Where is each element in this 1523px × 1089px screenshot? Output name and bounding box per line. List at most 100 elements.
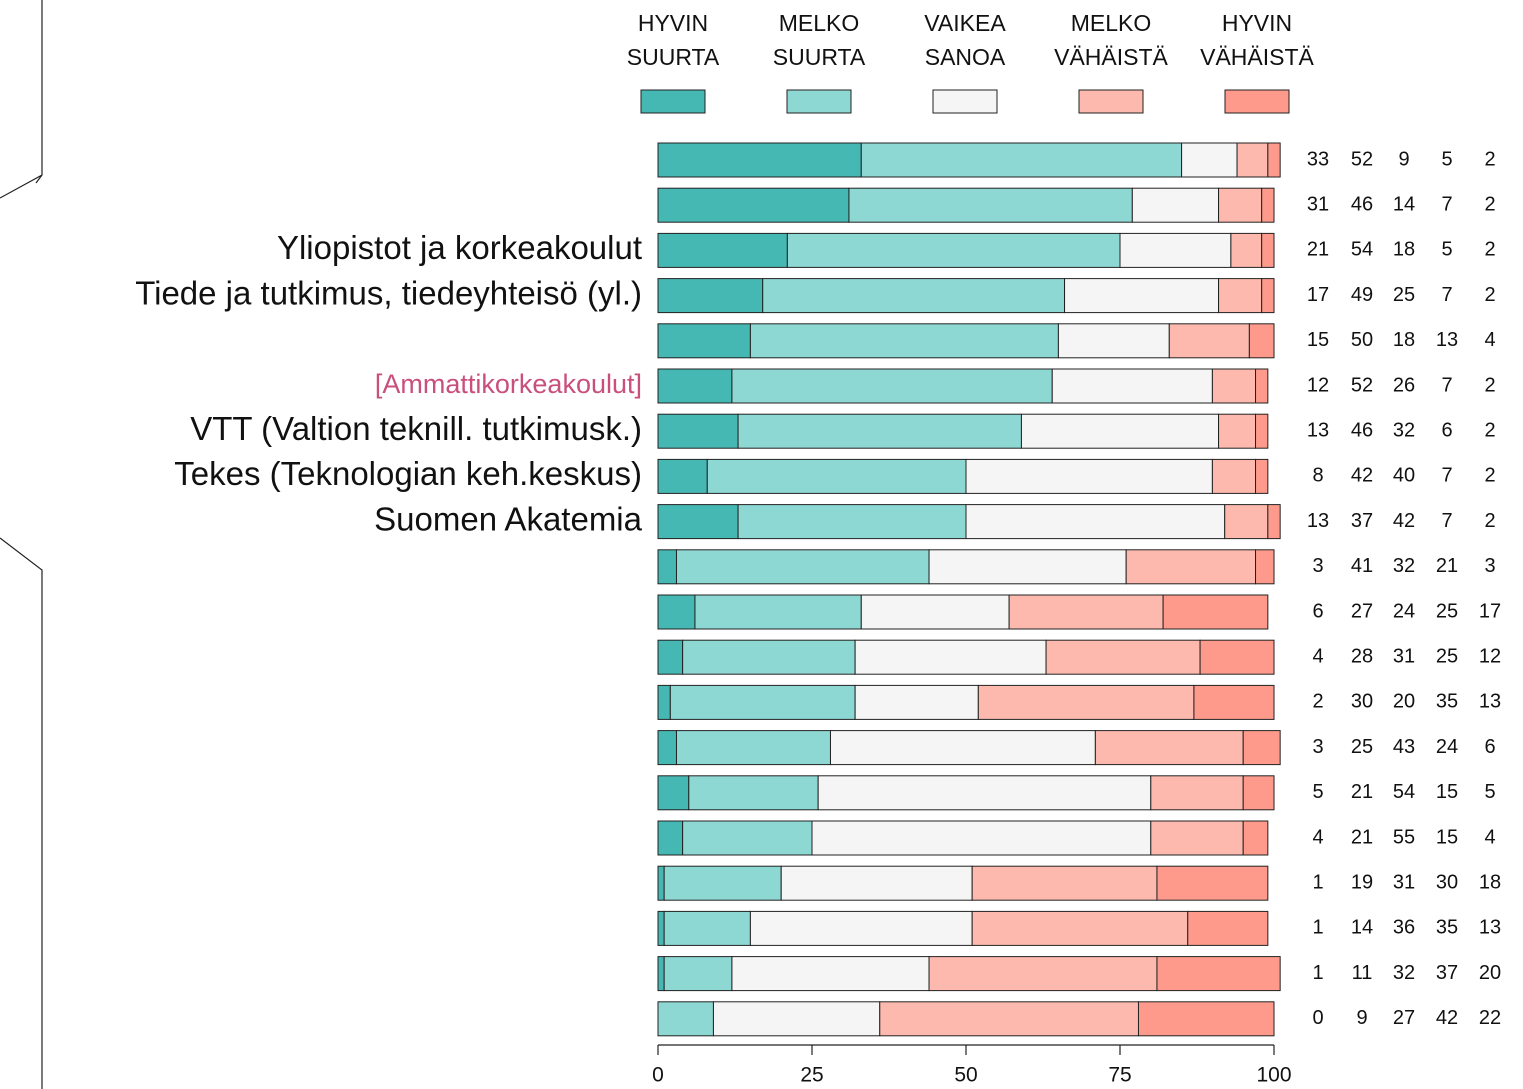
data-label: 30: [1436, 871, 1458, 893]
data-label: 2: [1484, 465, 1495, 487]
data-label: 7: [1441, 284, 1452, 306]
bar-segment: [928, 956, 1158, 992]
bar-segment: [1199, 639, 1275, 675]
data-label: 15: [1307, 329, 1329, 351]
bar-segment: [854, 639, 1047, 675]
data-label: 20: [1479, 962, 1501, 984]
data-label: 9: [1398, 148, 1409, 170]
bar-segment: [682, 639, 856, 675]
bar-segment: [1248, 323, 1275, 359]
bar-segment: [1181, 142, 1238, 178]
category-label: Tiede ja tutkimus, tiedeyhteisö (yl.): [135, 274, 642, 311]
bar-segment: [657, 413, 739, 449]
legend-swatch: [786, 89, 852, 114]
bar-segment: [1020, 413, 1220, 449]
data-label: 24: [1436, 736, 1458, 758]
data-label: 4: [1312, 645, 1323, 667]
data-label: 25: [1351, 736, 1373, 758]
bar-segment: [762, 278, 1066, 314]
data-label: 41: [1351, 555, 1373, 577]
bar-segment: [1211, 368, 1257, 404]
data-label: 4: [1484, 826, 1495, 848]
category-label: [Ammattikorkeakoulut]: [375, 369, 642, 399]
bar-segment: [1125, 549, 1257, 585]
data-label: 9: [1356, 1007, 1367, 1029]
data-label: 2: [1484, 193, 1495, 215]
data-label: 21: [1436, 555, 1458, 577]
legend-label: VAIKEA SANOA: [924, 10, 1006, 70]
data-label: 35: [1436, 917, 1458, 939]
data-label: 6: [1441, 419, 1452, 441]
bar-segment: [1218, 413, 1257, 449]
bar-segment: [657, 1001, 714, 1037]
bar-segment: [1008, 594, 1164, 630]
bar-segment: [1150, 775, 1244, 811]
data-label: 1: [1312, 962, 1323, 984]
bar-segment: [731, 956, 930, 992]
bar-segment: [657, 278, 764, 314]
bar-segment: [1131, 187, 1220, 223]
bar-segment: [657, 187, 850, 223]
data-label: 2: [1312, 691, 1323, 713]
bar-segment: [731, 368, 1053, 404]
bar-segment: [675, 549, 930, 585]
bar-segment: [1051, 368, 1213, 404]
bar-segment: [848, 187, 1133, 223]
bar-segment: [657, 323, 751, 359]
bar-segment: [657, 549, 677, 585]
data-label: 1: [1312, 871, 1323, 893]
x-tick-label: 0: [652, 1064, 664, 1087]
bar-segment: [657, 594, 696, 630]
data-label: 14: [1351, 917, 1373, 939]
bar-segment: [1137, 1001, 1275, 1037]
data-label: 42: [1393, 510, 1415, 532]
bar-segment: [675, 730, 831, 766]
category-label: VTT (Valtion teknill. tutkimusk.): [190, 410, 642, 447]
data-label: 31: [1393, 645, 1415, 667]
data-label: 14: [1393, 193, 1415, 215]
data-label: 13: [1479, 691, 1501, 713]
data-label: 7: [1441, 374, 1452, 396]
bar-segment: [977, 684, 1195, 720]
data-label: 3: [1312, 555, 1323, 577]
category-label: Suomen Akatemia: [374, 500, 642, 537]
data-label: 18: [1479, 871, 1501, 893]
data-label: 52: [1351, 374, 1373, 396]
data-label: 30: [1351, 691, 1373, 713]
decoration: [0, 537, 43, 1089]
bar-segment: [663, 865, 782, 901]
data-label: 12: [1307, 374, 1329, 396]
bar-segment: [657, 368, 733, 404]
bar-segment: [749, 323, 1059, 359]
bar-segment: [682, 820, 813, 856]
bar-segment: [657, 730, 677, 766]
bar-segment: [811, 820, 1152, 856]
x-tick-label: 50: [954, 1064, 977, 1087]
data-label: 7: [1441, 193, 1452, 215]
data-label: 36: [1393, 917, 1415, 939]
bar-segment: [786, 232, 1121, 268]
bar-segment: [1242, 820, 1269, 856]
data-label: 28: [1351, 645, 1373, 667]
data-label: 25: [1436, 600, 1458, 622]
bar-segment: [1242, 775, 1275, 811]
bar-segment: [879, 1001, 1139, 1037]
bar-segment: [1168, 323, 1250, 359]
data-label: 5: [1484, 781, 1495, 803]
bar-segment: [737, 504, 967, 540]
data-label: 3: [1312, 736, 1323, 758]
data-label: 32: [1393, 555, 1415, 577]
bar-segment: [1045, 639, 1201, 675]
legend-swatch: [640, 89, 706, 114]
data-label: 13: [1436, 329, 1458, 351]
data-label: 18: [1393, 329, 1415, 351]
data-label: 4: [1484, 329, 1495, 351]
data-label: 2: [1484, 284, 1495, 306]
data-label: 49: [1351, 284, 1373, 306]
bar-segment: [1236, 142, 1269, 178]
data-label: 0: [1312, 1007, 1323, 1029]
bar-segment: [1261, 232, 1275, 268]
data-label: 32: [1393, 962, 1415, 984]
bar-segment: [749, 910, 973, 946]
